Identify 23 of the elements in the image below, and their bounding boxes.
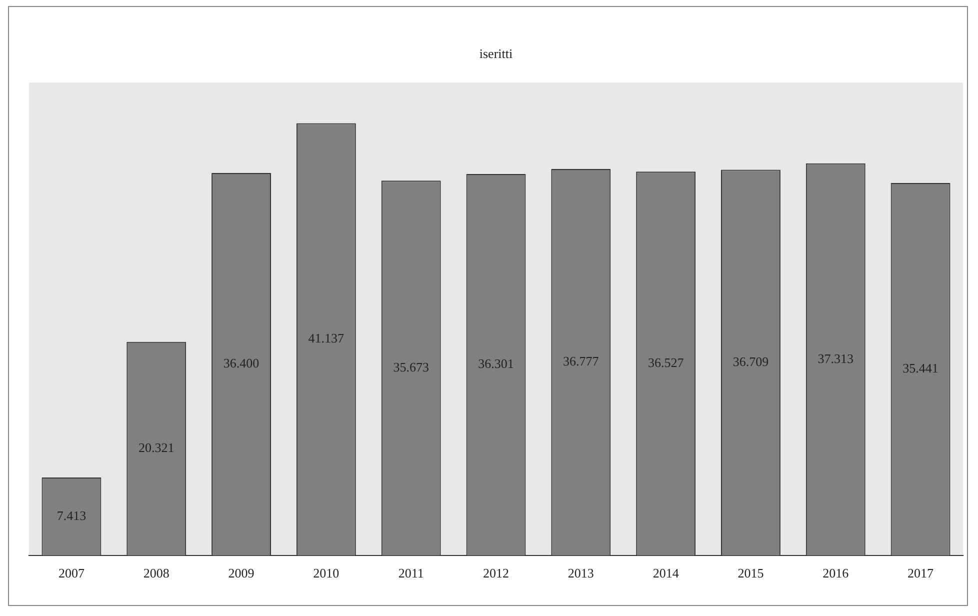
x-tick-label: 2016 (822, 566, 850, 581)
data-label: 35.441 (902, 360, 938, 376)
chart-title: iseritti (479, 46, 513, 62)
x-tick-label: 2017 (908, 566, 934, 581)
data-label: 36.709 (732, 354, 769, 369)
data-label: 36.301 (478, 356, 514, 372)
x-tick-label: 2010 (313, 566, 340, 581)
x-tick-label: 2013 (568, 566, 594, 581)
data-label: 20.321 (138, 440, 174, 456)
x-tick-label: 2008 (143, 566, 170, 581)
x-tick-label: 2012 (483, 566, 509, 581)
x-tick-label: 2015 (738, 566, 764, 581)
x-tick-label: 2009 (228, 566, 254, 581)
data-label: 35.673 (393, 359, 429, 374)
data-label: 36.400 (223, 356, 260, 371)
data-label: 36.527 (648, 354, 684, 370)
data-label: 36.777 (563, 354, 600, 369)
data-label: 7.413 (56, 508, 86, 523)
data-label: 37.313 (818, 350, 854, 366)
x-tick-label: 2007 (58, 566, 85, 581)
x-tick-label: 2011 (398, 566, 424, 581)
x-tick-label: 2014 (652, 566, 680, 581)
data-label: 41.137 (308, 330, 345, 346)
